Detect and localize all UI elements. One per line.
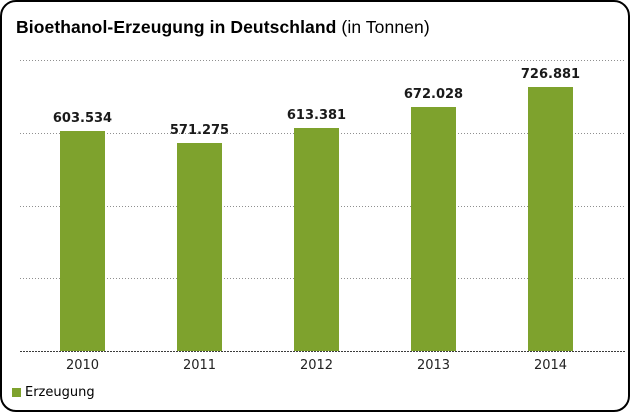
bar-value-label-2013: 672.028 bbox=[403, 86, 464, 102]
bar-value-label-2014: 726.881 bbox=[520, 66, 581, 82]
bar-2011 bbox=[177, 143, 222, 351]
legend-label: Erzeugung bbox=[25, 385, 95, 400]
bar-2012 bbox=[294, 127, 339, 351]
chart-title-main: Bioethanol-Erzeugung in Deutschland bbox=[16, 17, 337, 37]
chart-title-suffix: (in Tonnen) bbox=[336, 17, 430, 37]
x-tick-label-2013: 2013 bbox=[416, 358, 451, 373]
x-tick-label-2012: 2012 bbox=[299, 358, 334, 373]
gridline-800000 bbox=[20, 60, 625, 61]
chart-title: Bioethanol-Erzeugung in Deutschland (in … bbox=[16, 17, 430, 38]
plot-area: 603.534 2010 571.275 2011 613.381 2012 672.028… bbox=[20, 60, 625, 373]
bar-value-label-2011: 571.275 bbox=[169, 123, 230, 139]
bar-2014 bbox=[528, 86, 573, 351]
bar-value-label-2010: 603.534 bbox=[52, 111, 113, 127]
bar-value-label-2012: 613.381 bbox=[286, 107, 347, 123]
legend: Erzeugung bbox=[12, 385, 95, 400]
legend-swatch-icon bbox=[12, 388, 21, 397]
bar-2010 bbox=[60, 131, 105, 351]
x-tick-label-2010: 2010 bbox=[65, 358, 100, 373]
x-axis-line bbox=[20, 351, 625, 352]
x-tick-label-2011: 2011 bbox=[182, 358, 217, 373]
x-tick-label-2014: 2014 bbox=[533, 358, 568, 373]
bar-2013 bbox=[411, 106, 456, 351]
